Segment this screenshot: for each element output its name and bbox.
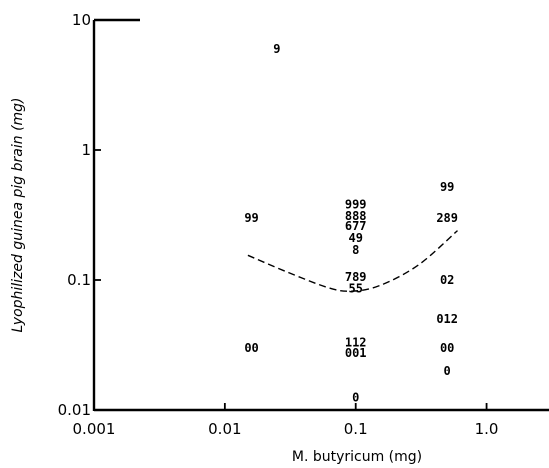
x-axis-title: M. butyricum (mg) bbox=[292, 449, 422, 465]
x-tick-label: 0.01 bbox=[208, 420, 241, 438]
data-point-label: 789 bbox=[345, 270, 367, 284]
x-tick-label: 0.001 bbox=[73, 420, 116, 438]
x-tick-label: 0.1 bbox=[344, 420, 368, 438]
y-tick-label: 10 bbox=[72, 11, 91, 29]
point-labels-layer: 9990099988867749878955112001099289020120… bbox=[244, 42, 458, 405]
data-point-label: 289 bbox=[436, 211, 458, 225]
data-point-label: 0 bbox=[352, 390, 359, 404]
data-point-label: 49 bbox=[348, 231, 362, 245]
data-point-label: 55 bbox=[348, 282, 362, 296]
x-tick-label: 1.0 bbox=[475, 420, 499, 438]
y-axis-title: Lyophilized guinea pig brain (mg) bbox=[10, 97, 26, 332]
data-point-label: 112 bbox=[345, 336, 367, 350]
data-point-label: 012 bbox=[436, 312, 458, 326]
data-point-label: 02 bbox=[440, 273, 454, 287]
y-tick-label: 1 bbox=[81, 141, 91, 159]
data-point-label: 99 bbox=[244, 211, 258, 225]
data-point-label: 888 bbox=[345, 209, 367, 223]
data-point-label: 8 bbox=[352, 243, 359, 257]
y-tick-label: 0.01 bbox=[58, 401, 91, 419]
fit-curve-layer bbox=[247, 230, 458, 292]
data-point-label: 99 bbox=[440, 180, 454, 194]
data-point-label: 677 bbox=[345, 219, 367, 233]
data-point-label: 9 bbox=[273, 42, 280, 56]
data-point-label: 001 bbox=[345, 346, 367, 360]
dashed-fit-curve bbox=[247, 230, 458, 292]
data-point-label: 0 bbox=[444, 364, 451, 378]
data-point-label: 00 bbox=[440, 341, 454, 355]
y-tick-label: 0.1 bbox=[67, 271, 91, 289]
data-point-label: 00 bbox=[244, 341, 258, 355]
data-point-label: 999 bbox=[345, 198, 367, 212]
